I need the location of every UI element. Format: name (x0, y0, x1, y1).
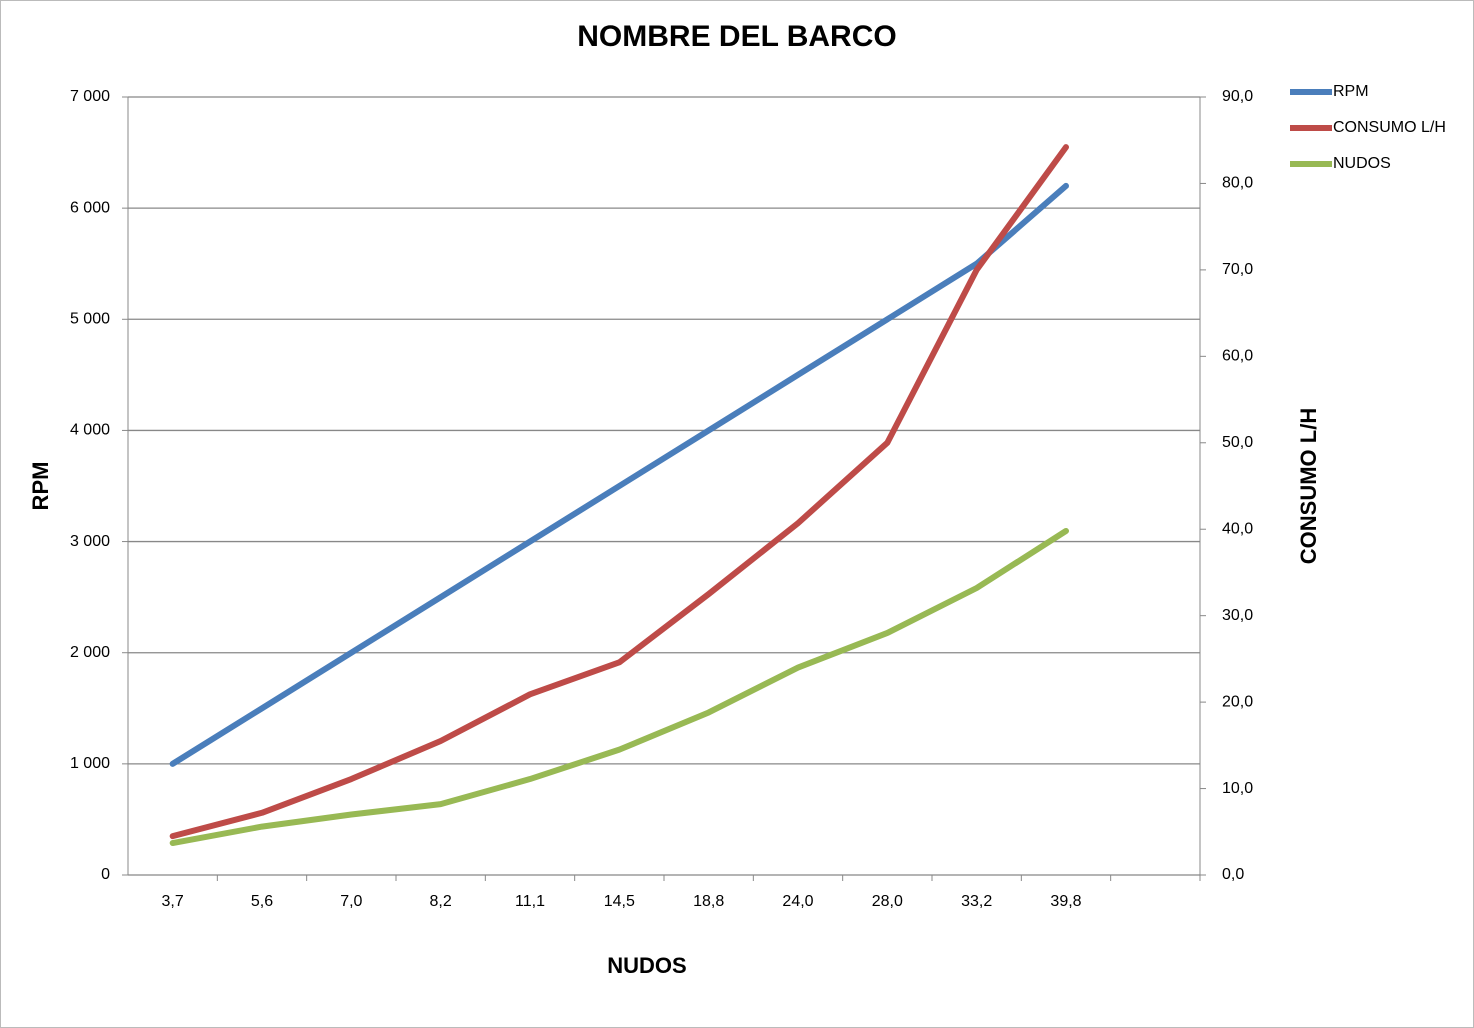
y-tick-label: 0 (101, 866, 110, 883)
legend-label: RPM (1333, 83, 1369, 100)
x-tick-label: 7,0 (340, 893, 362, 910)
y2-axis-title: CONSUMO L/H (1296, 408, 1321, 564)
y2-tick-label: 30,0 (1222, 607, 1253, 624)
y2-tick-label: 20,0 (1222, 693, 1253, 710)
y-tick-label: 3 000 (70, 533, 110, 550)
y-tick-label: 5 000 (70, 311, 110, 328)
y-tick-label: 2 000 (70, 644, 110, 661)
y2-tick-label: 10,0 (1222, 780, 1253, 797)
y-tick-label: 7 000 (70, 88, 110, 105)
y-tick-label: 4 000 (70, 422, 110, 439)
y2-tick-label: 0,0 (1222, 866, 1244, 883)
x-tick-label: 24,0 (782, 893, 813, 910)
legend-label: CONSUMO L/H (1333, 119, 1446, 136)
x-tick-label: 8,2 (430, 893, 452, 910)
y2-tick-label: 40,0 (1222, 520, 1253, 537)
x-tick-label: 5,6 (251, 893, 273, 910)
y2-tick-label: 50,0 (1222, 434, 1253, 451)
x-tick-label: 14,5 (604, 893, 635, 910)
y-axis-title: RPM (28, 462, 53, 511)
x-tick-label: 11,1 (515, 893, 545, 910)
y-tick-label: 6 000 (70, 199, 110, 216)
x-tick-label: 3,7 (162, 893, 184, 910)
y2-tick-label: 60,0 (1222, 348, 1253, 365)
chart-title: NOMBRE DEL BARCO (577, 20, 896, 53)
y2-tick-label: 80,0 (1222, 175, 1253, 192)
x-tick-label: 39,8 (1050, 893, 1081, 910)
x-axis-title: NUDOS (607, 953, 686, 978)
data-line (169, 182, 1069, 767)
y2-tick-label: 90,0 (1222, 88, 1253, 105)
x-tick-label: 18,8 (693, 893, 724, 910)
y2-tick-label: 70,0 (1222, 261, 1253, 278)
y-tick-label: 1 000 (70, 755, 110, 772)
x-tick-label: 28,0 (872, 893, 903, 910)
data-line (169, 144, 1069, 840)
data-line (169, 527, 1069, 847)
x-tick-label: 33,2 (961, 893, 992, 910)
legend-label: NUDOS (1333, 155, 1391, 172)
